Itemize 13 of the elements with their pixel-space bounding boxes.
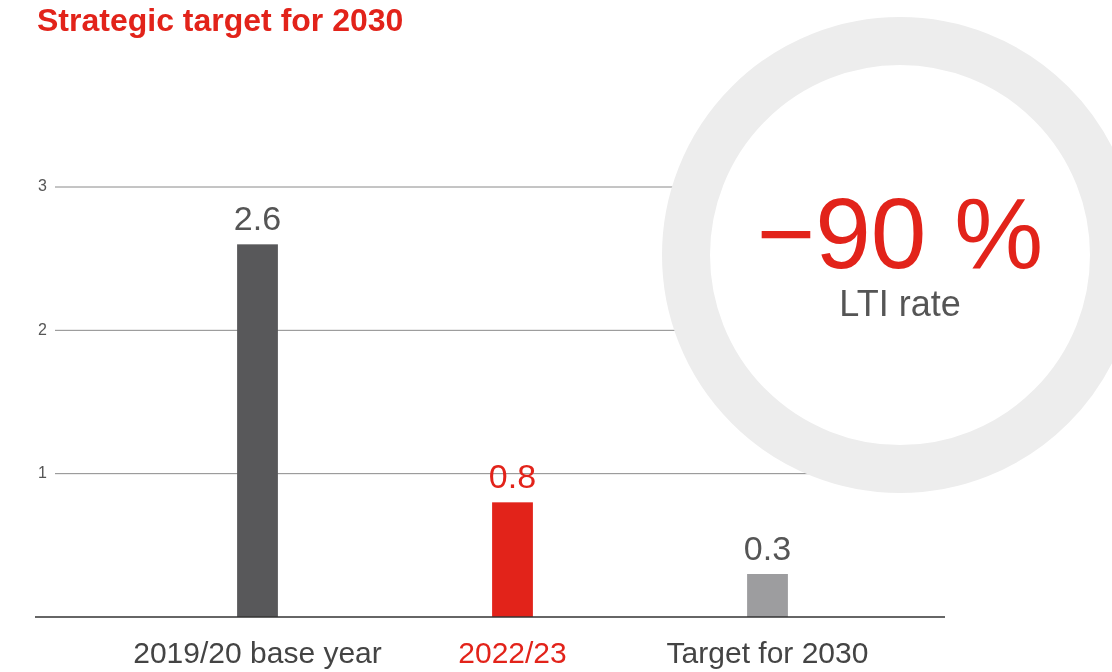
data-label: 2.6	[233, 199, 282, 238]
data-label: 0.8	[488, 457, 537, 496]
bar	[747, 574, 788, 617]
y-tick-label: 1	[38, 463, 47, 481]
x-tick-label: 2022/23	[458, 636, 567, 669]
bar	[237, 244, 278, 617]
bar	[492, 502, 533, 617]
data-label: 0.3	[743, 529, 792, 567]
chart-title: Strategic target for 2030	[37, 2, 404, 38]
y-tick-label: 2	[38, 320, 47, 338]
x-tick-label: 2019/20 base year	[133, 636, 382, 669]
x-tick-label: Target for 2030	[666, 636, 869, 669]
y-tick-label: 3	[38, 177, 47, 195]
